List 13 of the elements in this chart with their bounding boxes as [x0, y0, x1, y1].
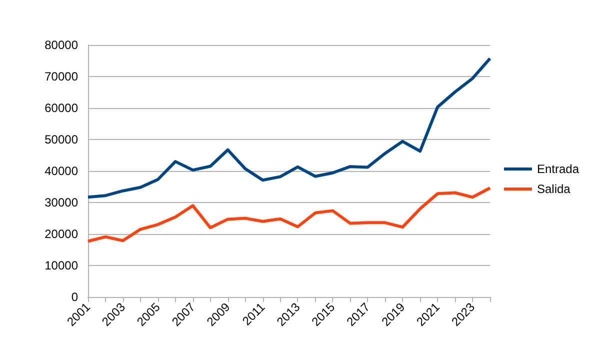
y-tick-label: 80000: [44, 38, 78, 52]
y-tick-label: 70000: [44, 70, 78, 84]
y-tick-label: 50000: [44, 132, 78, 146]
y-tick-label: 40000: [44, 164, 78, 178]
line-series: [86, 57, 492, 199]
line-series: [86, 186, 492, 243]
y-tick-label: 20000: [44, 227, 78, 241]
y-tick-label: 60000: [44, 101, 78, 115]
legend-label: Entrada: [536, 162, 580, 176]
y-tick-label: 30000: [44, 196, 78, 210]
y-tick-label: 10000: [44, 258, 78, 272]
y-tick-label: 0: [71, 290, 78, 304]
legend-label: Salida: [536, 182, 571, 196]
